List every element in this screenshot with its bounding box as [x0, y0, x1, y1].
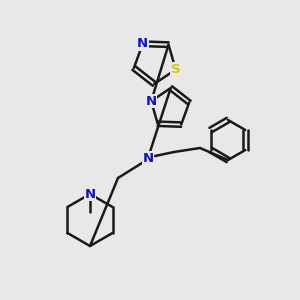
Text: N: N — [84, 188, 96, 200]
Text: S: S — [171, 63, 181, 76]
Text: N: N — [137, 37, 148, 50]
Text: N: N — [142, 152, 154, 164]
Text: N: N — [146, 95, 157, 108]
